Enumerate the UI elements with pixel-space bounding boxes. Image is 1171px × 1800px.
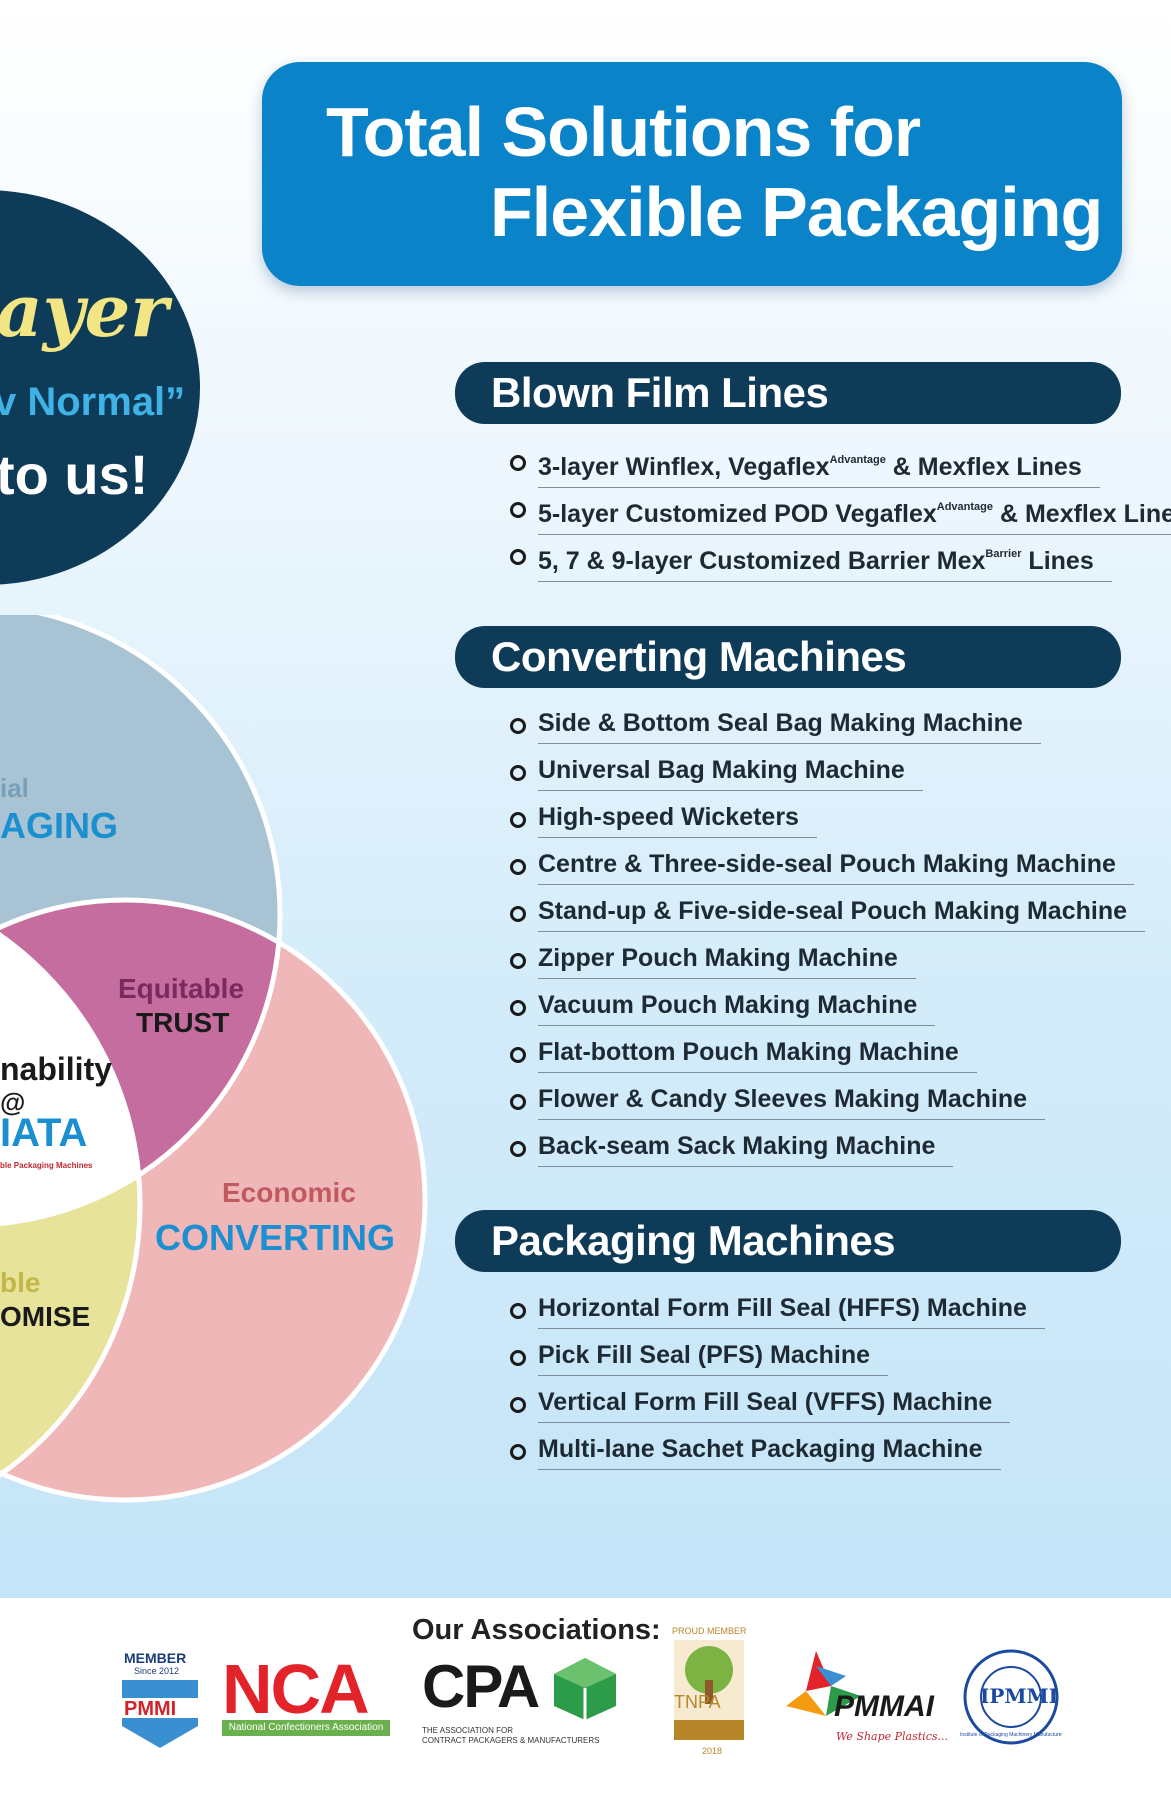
pmmi-logo: MEMBER Since 2012 PMMI	[120, 1650, 200, 1750]
nca-logo: NCA National Confectioners Association	[222, 1654, 390, 1738]
venn-promise-big: OMISE	[0, 1301, 91, 1332]
section-title-converting: Converting Machines	[455, 626, 1121, 688]
venn-center-tiny: ble Packaging Machines	[0, 1161, 93, 1170]
associations-title: Our Associations:	[412, 1614, 661, 1646]
tree-icon	[674, 1640, 744, 1740]
ipmmi-seal	[963, 1649, 1059, 1745]
hero-title-line1: Total Solutions for	[326, 93, 921, 171]
bullet-icon	[510, 953, 526, 969]
venn-graphic	[0, 615, 428, 1503]
hero-banner: Total Solutions for Flexible Packaging	[262, 62, 1122, 286]
bullet-icon	[510, 859, 526, 875]
tnpa-logo: PROUD MEMBER TNPA 2018	[672, 1626, 747, 1756]
venn-converting-big: CONVERTING	[155, 1217, 396, 1258]
tagline-to-us: to us!	[0, 443, 149, 506]
bullet-icon	[510, 549, 526, 565]
venn-diagram: ial AGING Equitable TRUST nability @ IAT…	[0, 615, 460, 1515]
venn-trust-small: Equitable	[118, 973, 245, 1004]
bullet-icon	[510, 906, 526, 922]
associations-footer: Our Associations: MEMBER Since 2012 PMMI…	[0, 1598, 1171, 1800]
bullet-icon	[510, 1444, 526, 1460]
bullet-icon	[510, 1141, 526, 1157]
venn-promise-small: ble	[0, 1267, 41, 1298]
pmmai-shape-icon	[786, 1651, 861, 1716]
cpa-logo: CPA THE ASSOCIATION FOR CONTRACT PACKAGE…	[422, 1653, 647, 1746]
cpa-box-icon	[554, 1658, 616, 1720]
bullet-icon	[510, 718, 526, 734]
tagline-word: ayer	[0, 268, 169, 353]
venn-converting-small: Economic	[222, 1177, 356, 1208]
venn-center-line3: IATA	[0, 1111, 88, 1155]
venn-center-line2: @	[0, 1087, 26, 1117]
bullet-icon	[510, 1047, 526, 1063]
bullet-icon	[510, 1350, 526, 1366]
section-title-packaging: Packaging Machines	[455, 1210, 1121, 1272]
bullet-icon	[510, 502, 526, 518]
bullet-icon	[510, 1397, 526, 1413]
bullet-icon	[510, 812, 526, 828]
venn-top-small: ial	[0, 773, 29, 803]
venn-center-line1: nability	[0, 1051, 113, 1087]
venn-trust-big: TRUST	[136, 1007, 230, 1038]
ipmmi-logo: IPMMI Institute of Packaging Machinery M…	[960, 1648, 1062, 1746]
bullet-icon	[510, 1094, 526, 1110]
pmmai-logo: PMMAI We Shape Plastics...	[776, 1646, 952, 1756]
tagline-normal: v Normal”	[0, 380, 186, 424]
bullet-icon	[510, 765, 526, 781]
bullet-icon	[510, 1303, 526, 1319]
bullet-icon	[510, 1000, 526, 1016]
section-title-blown-film: Blown Film Lines	[455, 362, 1121, 424]
bullet-icon	[510, 455, 526, 471]
venn-top-big: AGING	[0, 805, 119, 846]
hero-title-line2: Flexible Packaging	[490, 173, 1103, 251]
